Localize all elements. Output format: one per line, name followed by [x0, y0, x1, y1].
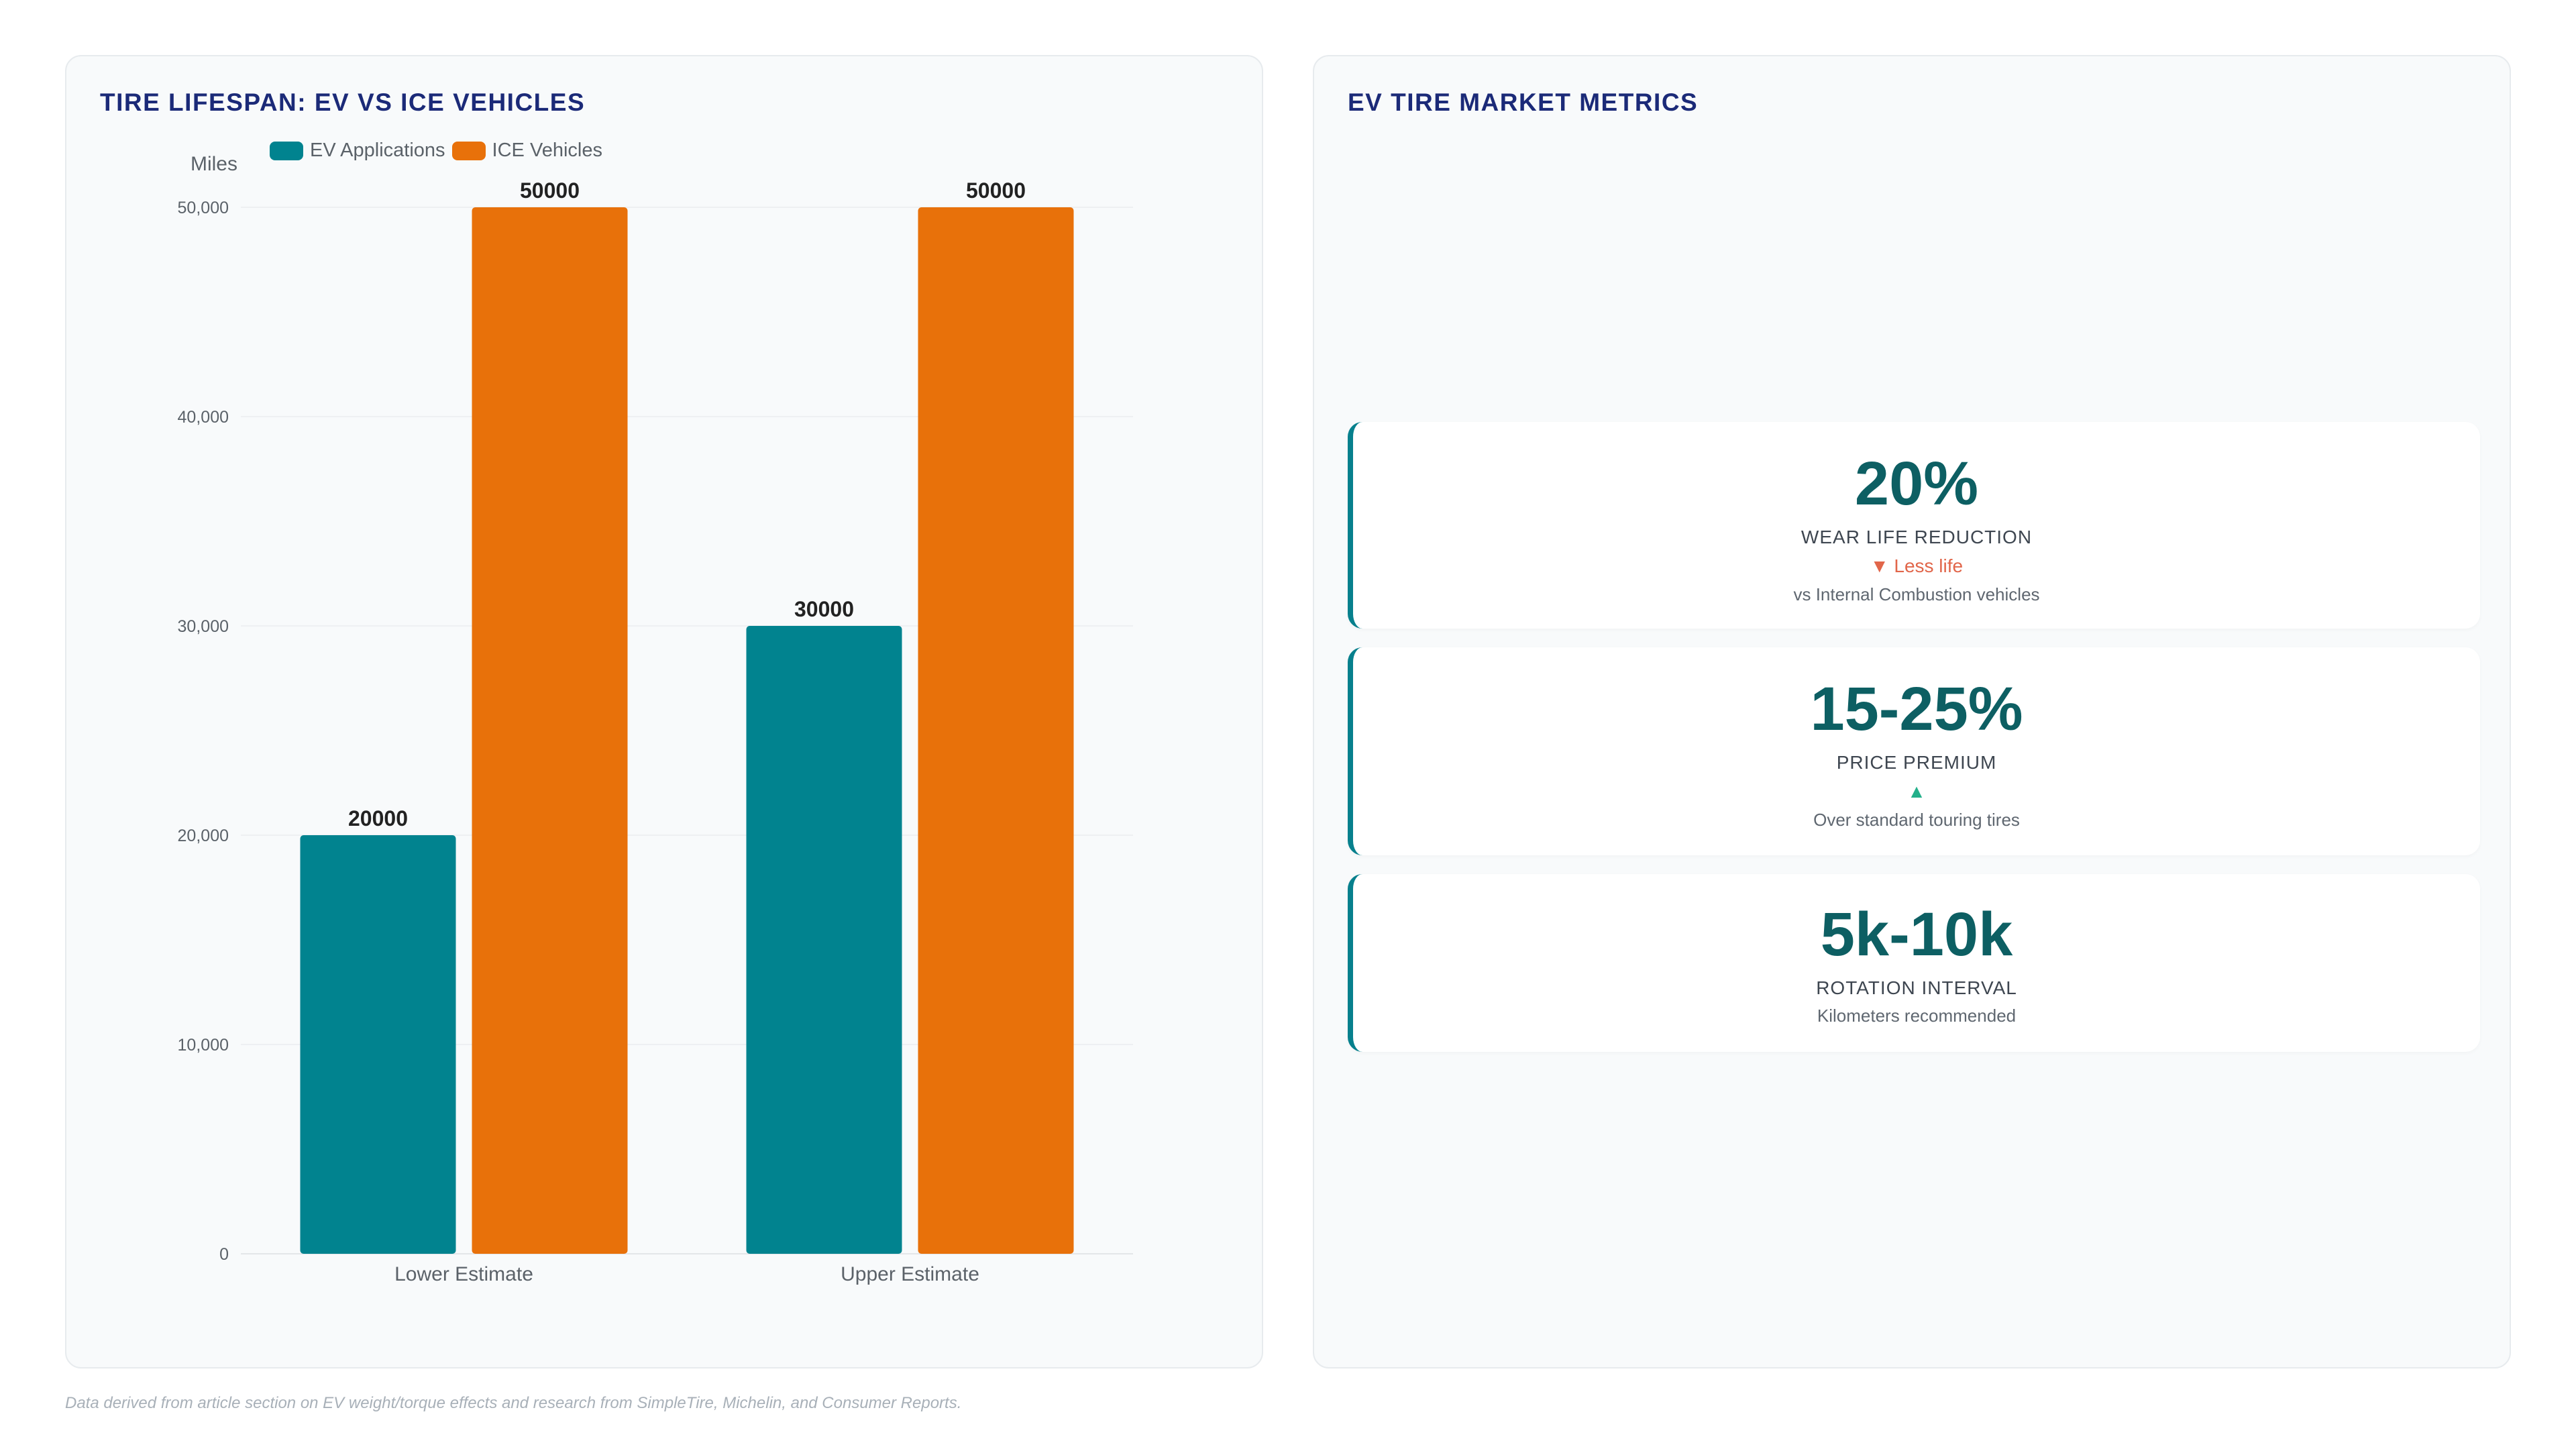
metrics-title: EV TIRE MARKET METRICS [1348, 89, 1699, 116]
chart-legend: EV Applications ICE Vehicles [0, 140, 1034, 162]
bar-value-label: 30000 [794, 597, 854, 621]
metric-note: Kilometers recommended [1817, 1006, 2017, 1026]
metric-value: 15-25% [1810, 675, 2023, 743]
data-source-footnote: Data derived from article section on EV … [65, 1394, 962, 1412]
chart-panel: TIRE LIFESPAN: EV VS ICE VEHICLES EV App… [65, 55, 1263, 1368]
bar-ev [746, 626, 902, 1254]
metric-note: Over standard touring tires [1813, 810, 2020, 830]
metric-note: vs Internal Combustion vehicles [1793, 584, 2040, 604]
y-tick-label: 50,000 [178, 199, 229, 217]
legend-swatch-ice [451, 141, 486, 160]
metric-value: 20% [1854, 449, 1979, 518]
metrics-panel: EV TIRE MARKET METRICS 20% WEAR LIFE RED… [1313, 55, 2511, 1368]
bar-ice [472, 207, 628, 1254]
y-tick-label: 20,000 [178, 826, 229, 845]
legend-swatch-ev [270, 141, 304, 160]
x-tick-label: Lower Estimate [394, 1263, 533, 1285]
y-tick-label: 30,000 [178, 617, 229, 636]
legend-label-ev: EV Applications [310, 140, 445, 161]
y-tick-label: 10,000 [178, 1036, 229, 1055]
bar-value-label: 50000 [966, 178, 1026, 203]
legend-label-ice: ICE Vehicles [492, 140, 602, 161]
y-tick-label: 0 [219, 1245, 229, 1264]
legend-item-ev[interactable]: EV Applications [270, 140, 445, 162]
bar-ev [300, 835, 456, 1254]
up-triangle-icon: ▲ [1907, 781, 1926, 802]
metric-label: WEAR LIFE REDUCTION [1801, 527, 2033, 547]
metric-label: ROTATION INTERVAL [1816, 977, 2017, 998]
down-triangle-icon: ▼ Less life [1870, 555, 1964, 576]
metrics-list: 20% WEAR LIFE REDUCTION ▼ Less life vs I… [1348, 422, 2480, 1071]
metric-card-price-premium: 15-25% PRICE PREMIUM ▲ Over standard tou… [1348, 647, 2480, 855]
metric-card-wear-life: 20% WEAR LIFE REDUCTION ▼ Less life vs I… [1348, 422, 2480, 629]
bar-value-label: 20000 [348, 806, 408, 830]
y-tick-label: 40,000 [178, 408, 229, 427]
bar-chart: Miles 0 10,000 20,000 30,000 40,000 50,000 2000… [178, 153, 1133, 1285]
chart-title: TIRE LIFESPAN: EV VS ICE VEHICLES [100, 89, 586, 116]
legend-item-ice[interactable]: ICE Vehicles [451, 140, 602, 162]
metric-value: 5k-10k [1820, 900, 2013, 969]
bar-value-label: 50000 [520, 178, 580, 203]
x-tick-label: Upper Estimate [841, 1263, 979, 1285]
metric-label: PRICE PREMIUM [1836, 752, 1997, 773]
bar-ice [918, 207, 1074, 1254]
y-axis-label: Miles [191, 153, 237, 175]
metric-card-rotation-interval: 5k-10k ROTATION INTERVAL Kilometers reco… [1348, 874, 2480, 1052]
